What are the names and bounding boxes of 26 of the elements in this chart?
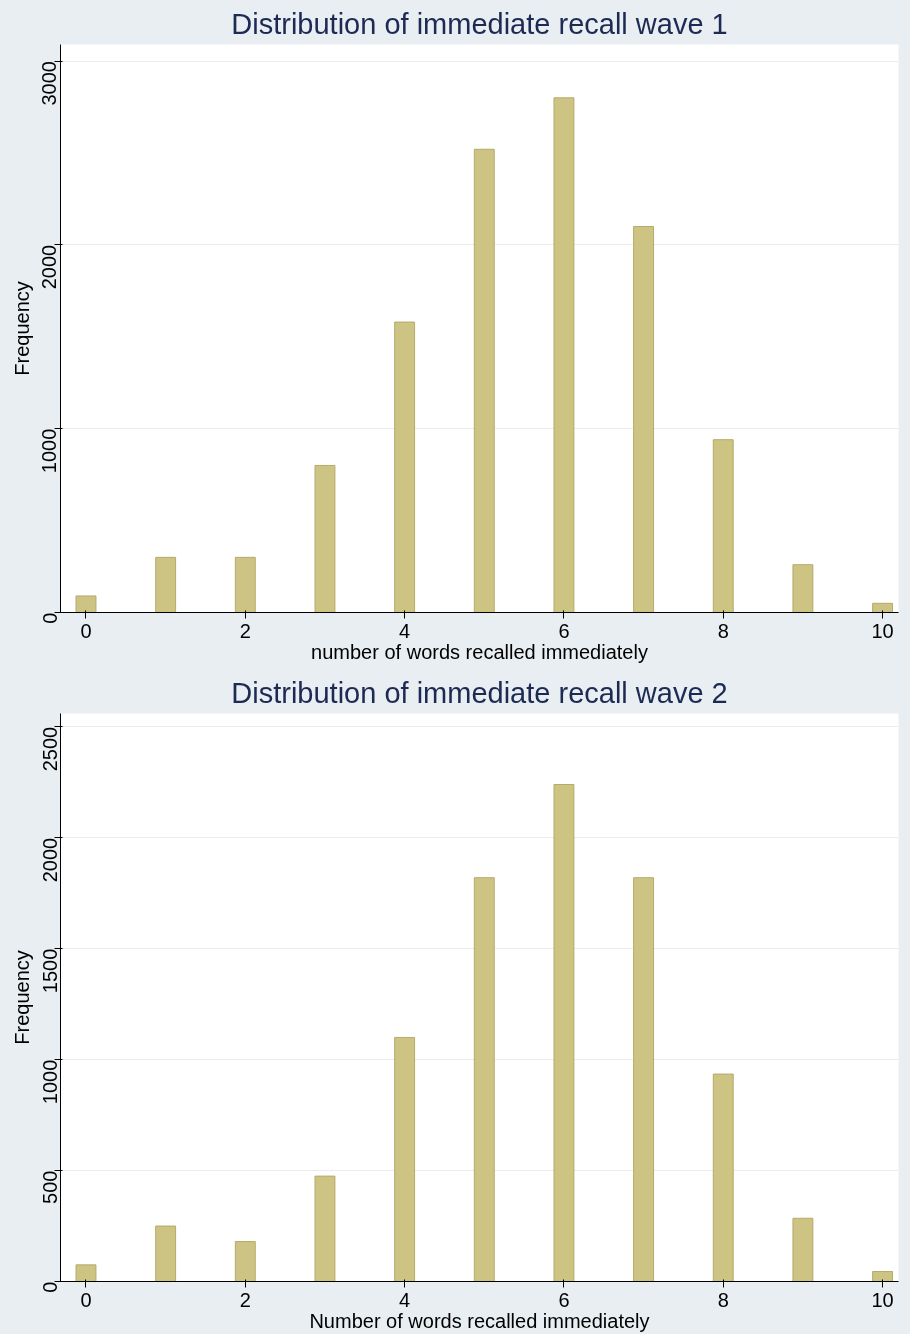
y-tick-label: 1500 (38, 948, 61, 994)
y-tick-label: 2000 (38, 837, 61, 883)
x-axis-title: Number of words recalled immediately (309, 1309, 650, 1332)
x-tick-label: 10 (871, 1288, 894, 1311)
x-tick-label: 4 (399, 619, 411, 642)
x-tick-label: 2 (239, 1288, 251, 1311)
y-tick-label: 1000 (38, 1059, 61, 1105)
y-tick-label: 1000 (38, 428, 61, 474)
x-tick-label: 6 (558, 619, 570, 642)
x-tick-label: 10 (871, 619, 894, 642)
y-axis-title: Frequency (10, 281, 33, 376)
y-axis-title: Frequency (10, 950, 33, 1045)
chart-title: Distribution of immediate recall wave 1 (231, 7, 728, 40)
y-tick-label: 2500 (38, 726, 61, 772)
x-tick-label: 0 (80, 1288, 92, 1311)
x-tick-label: 8 (717, 619, 729, 642)
chart-title: Distribution of immediate recall wave 2 (231, 676, 728, 709)
x-tick-label: 0 (80, 619, 92, 642)
x-tick-label: 6 (558, 1288, 570, 1311)
x-axis-title: number of words recalled immediately (311, 640, 648, 663)
x-tick-label: 4 (399, 1288, 411, 1311)
y-tick-label: 500 (38, 1170, 61, 1204)
y-tick-label: 3000 (38, 61, 61, 106)
y-tick-label: 2000 (38, 244, 61, 290)
x-tick-label: 2 (239, 619, 251, 642)
x-tick-label: 8 (717, 1288, 729, 1311)
